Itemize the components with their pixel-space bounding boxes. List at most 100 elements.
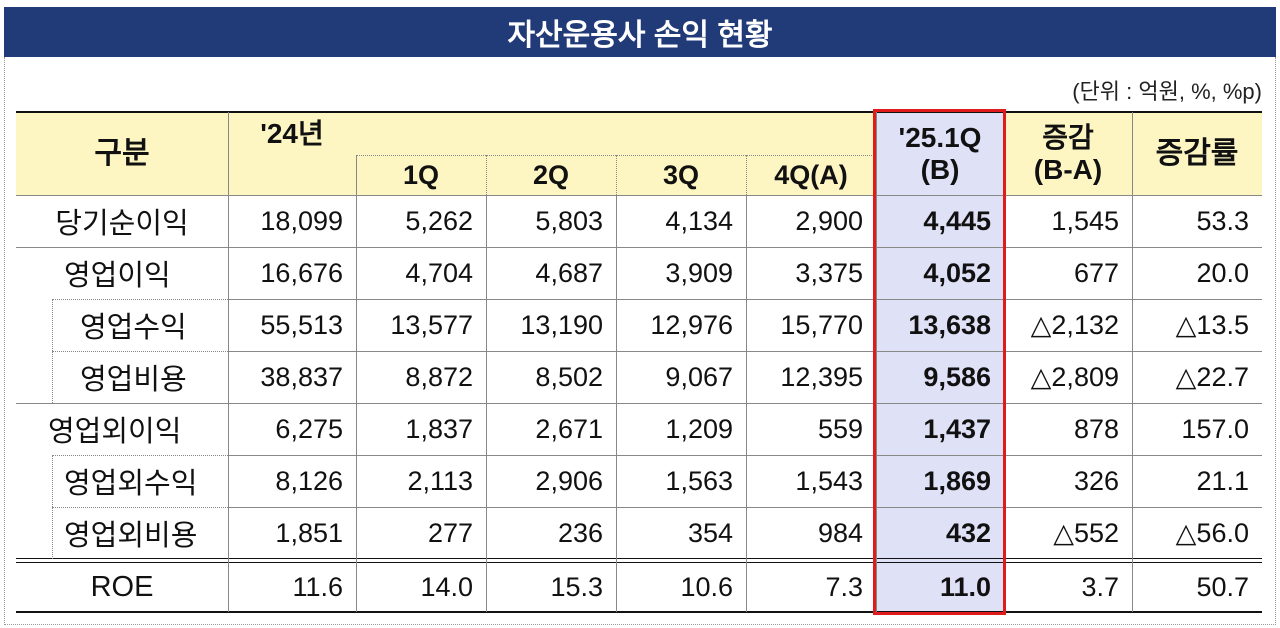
value: 6,275 xyxy=(275,413,343,444)
header-quarter: 1Q xyxy=(402,160,440,190)
h-line xyxy=(52,455,228,456)
value: 13,577 xyxy=(390,309,473,340)
value: 2,906 xyxy=(535,465,603,496)
value: 1,837 xyxy=(405,413,473,444)
value: 277 xyxy=(427,517,473,548)
value: 15,770 xyxy=(780,309,863,340)
v-line xyxy=(52,455,53,559)
value: 354 xyxy=(687,517,733,548)
value: 8,502 xyxy=(535,361,603,392)
row-label: ROE xyxy=(90,571,154,603)
h-line xyxy=(52,507,228,508)
value: 3.7 xyxy=(1081,572,1119,602)
value: △13.5 xyxy=(1175,309,1249,340)
value: 5,262 xyxy=(405,205,473,236)
value: 18,099 xyxy=(260,205,343,236)
value: 5,803 xyxy=(535,205,603,236)
highlight-frame xyxy=(873,109,1006,615)
v-line xyxy=(876,112,877,612)
value: 12,976 xyxy=(650,309,733,340)
row-label: 영업외비용 xyxy=(64,520,198,552)
value: 677 xyxy=(1073,257,1119,288)
value: 1,851 xyxy=(275,517,343,548)
value: 16,676 xyxy=(260,257,343,288)
value: 21.1 xyxy=(1196,465,1249,496)
value: 157.0 xyxy=(1181,413,1249,444)
header-line: (B-A) xyxy=(1033,153,1103,185)
v-line xyxy=(486,155,487,195)
v-line xyxy=(356,155,357,195)
value: 11.6 xyxy=(292,572,343,602)
h-line xyxy=(228,507,1262,508)
header-current: '25.1Q (B) xyxy=(876,112,1004,195)
v-line xyxy=(486,195,487,612)
value: 2,113 xyxy=(407,465,473,496)
value: 984 xyxy=(817,517,863,548)
row-label: 영업외수익 xyxy=(64,468,198,500)
v-line xyxy=(616,195,617,612)
h-line xyxy=(52,299,228,300)
row-label: 당기순이익 xyxy=(55,208,189,240)
h-line xyxy=(16,195,1262,196)
header-line: '25.1Q xyxy=(898,121,982,153)
value: 38,837 xyxy=(260,361,343,392)
current-value: 9,586 xyxy=(923,361,991,392)
h-line xyxy=(16,247,1262,248)
header-line: 증감 xyxy=(1042,121,1094,153)
value: 1,563 xyxy=(665,465,733,496)
header-rate: 증감률 xyxy=(1155,136,1239,170)
header-bg xyxy=(16,112,1262,195)
current-value: 1,437 xyxy=(923,413,991,444)
value: 15.3 xyxy=(550,572,603,602)
value: 1,543 xyxy=(795,465,863,496)
frame xyxy=(4,57,1276,625)
header-quarter: 2Q xyxy=(532,160,570,190)
value: 4,704 xyxy=(405,257,473,288)
value: 236 xyxy=(557,517,603,548)
value: 3,909 xyxy=(665,257,733,288)
h-line xyxy=(16,403,1262,404)
v-line xyxy=(356,195,357,612)
row-label: 영업수익 xyxy=(80,312,187,344)
row-label: 영업외이익 xyxy=(48,416,182,448)
current-value: 13,638 xyxy=(908,309,991,340)
value: 3,375 xyxy=(795,257,863,288)
h-line xyxy=(16,111,1262,113)
value: 14.0 xyxy=(420,572,473,602)
value: 878 xyxy=(1073,413,1119,444)
value: 9,067 xyxy=(665,361,733,392)
value: 13,190 xyxy=(520,309,603,340)
current-value: 11.0 xyxy=(939,572,991,602)
unit-note: (단위 : 억원, %, %p) xyxy=(1072,79,1262,104)
h-line xyxy=(228,351,1262,352)
header-quarter: 4Q(A) xyxy=(774,160,848,190)
header-quarter: 3Q xyxy=(662,160,700,190)
value: △22.7 xyxy=(1175,361,1249,392)
value: 50.7 xyxy=(1196,572,1249,602)
h-line xyxy=(228,455,1262,456)
v-line xyxy=(1132,112,1133,612)
title: 자산운용사 손익 현황 xyxy=(4,7,1276,57)
row-label: 영업비용 xyxy=(80,364,187,396)
current-value: 4,052 xyxy=(923,257,991,288)
value: 2,671 xyxy=(535,413,603,444)
header-year: '24년 xyxy=(260,117,324,149)
v-line xyxy=(746,155,747,195)
header-category: 구분 xyxy=(94,136,150,170)
value: △56.0 xyxy=(1175,517,1249,548)
v-line xyxy=(228,112,229,612)
v-line xyxy=(616,155,617,195)
value: 7.3 xyxy=(825,572,863,602)
value: △552 xyxy=(1053,517,1119,548)
value: 1,209 xyxy=(665,413,733,444)
row-label: 영업이익 xyxy=(64,260,171,292)
v-line xyxy=(746,195,747,612)
value: 559 xyxy=(817,413,863,444)
current-value: 432 xyxy=(945,517,991,548)
current-value: 1,869 xyxy=(923,465,991,496)
value: △2,132 xyxy=(1030,309,1119,340)
header-line: (B) xyxy=(920,153,960,185)
value: 8,872 xyxy=(405,361,473,392)
value: 2,900 xyxy=(795,205,863,236)
